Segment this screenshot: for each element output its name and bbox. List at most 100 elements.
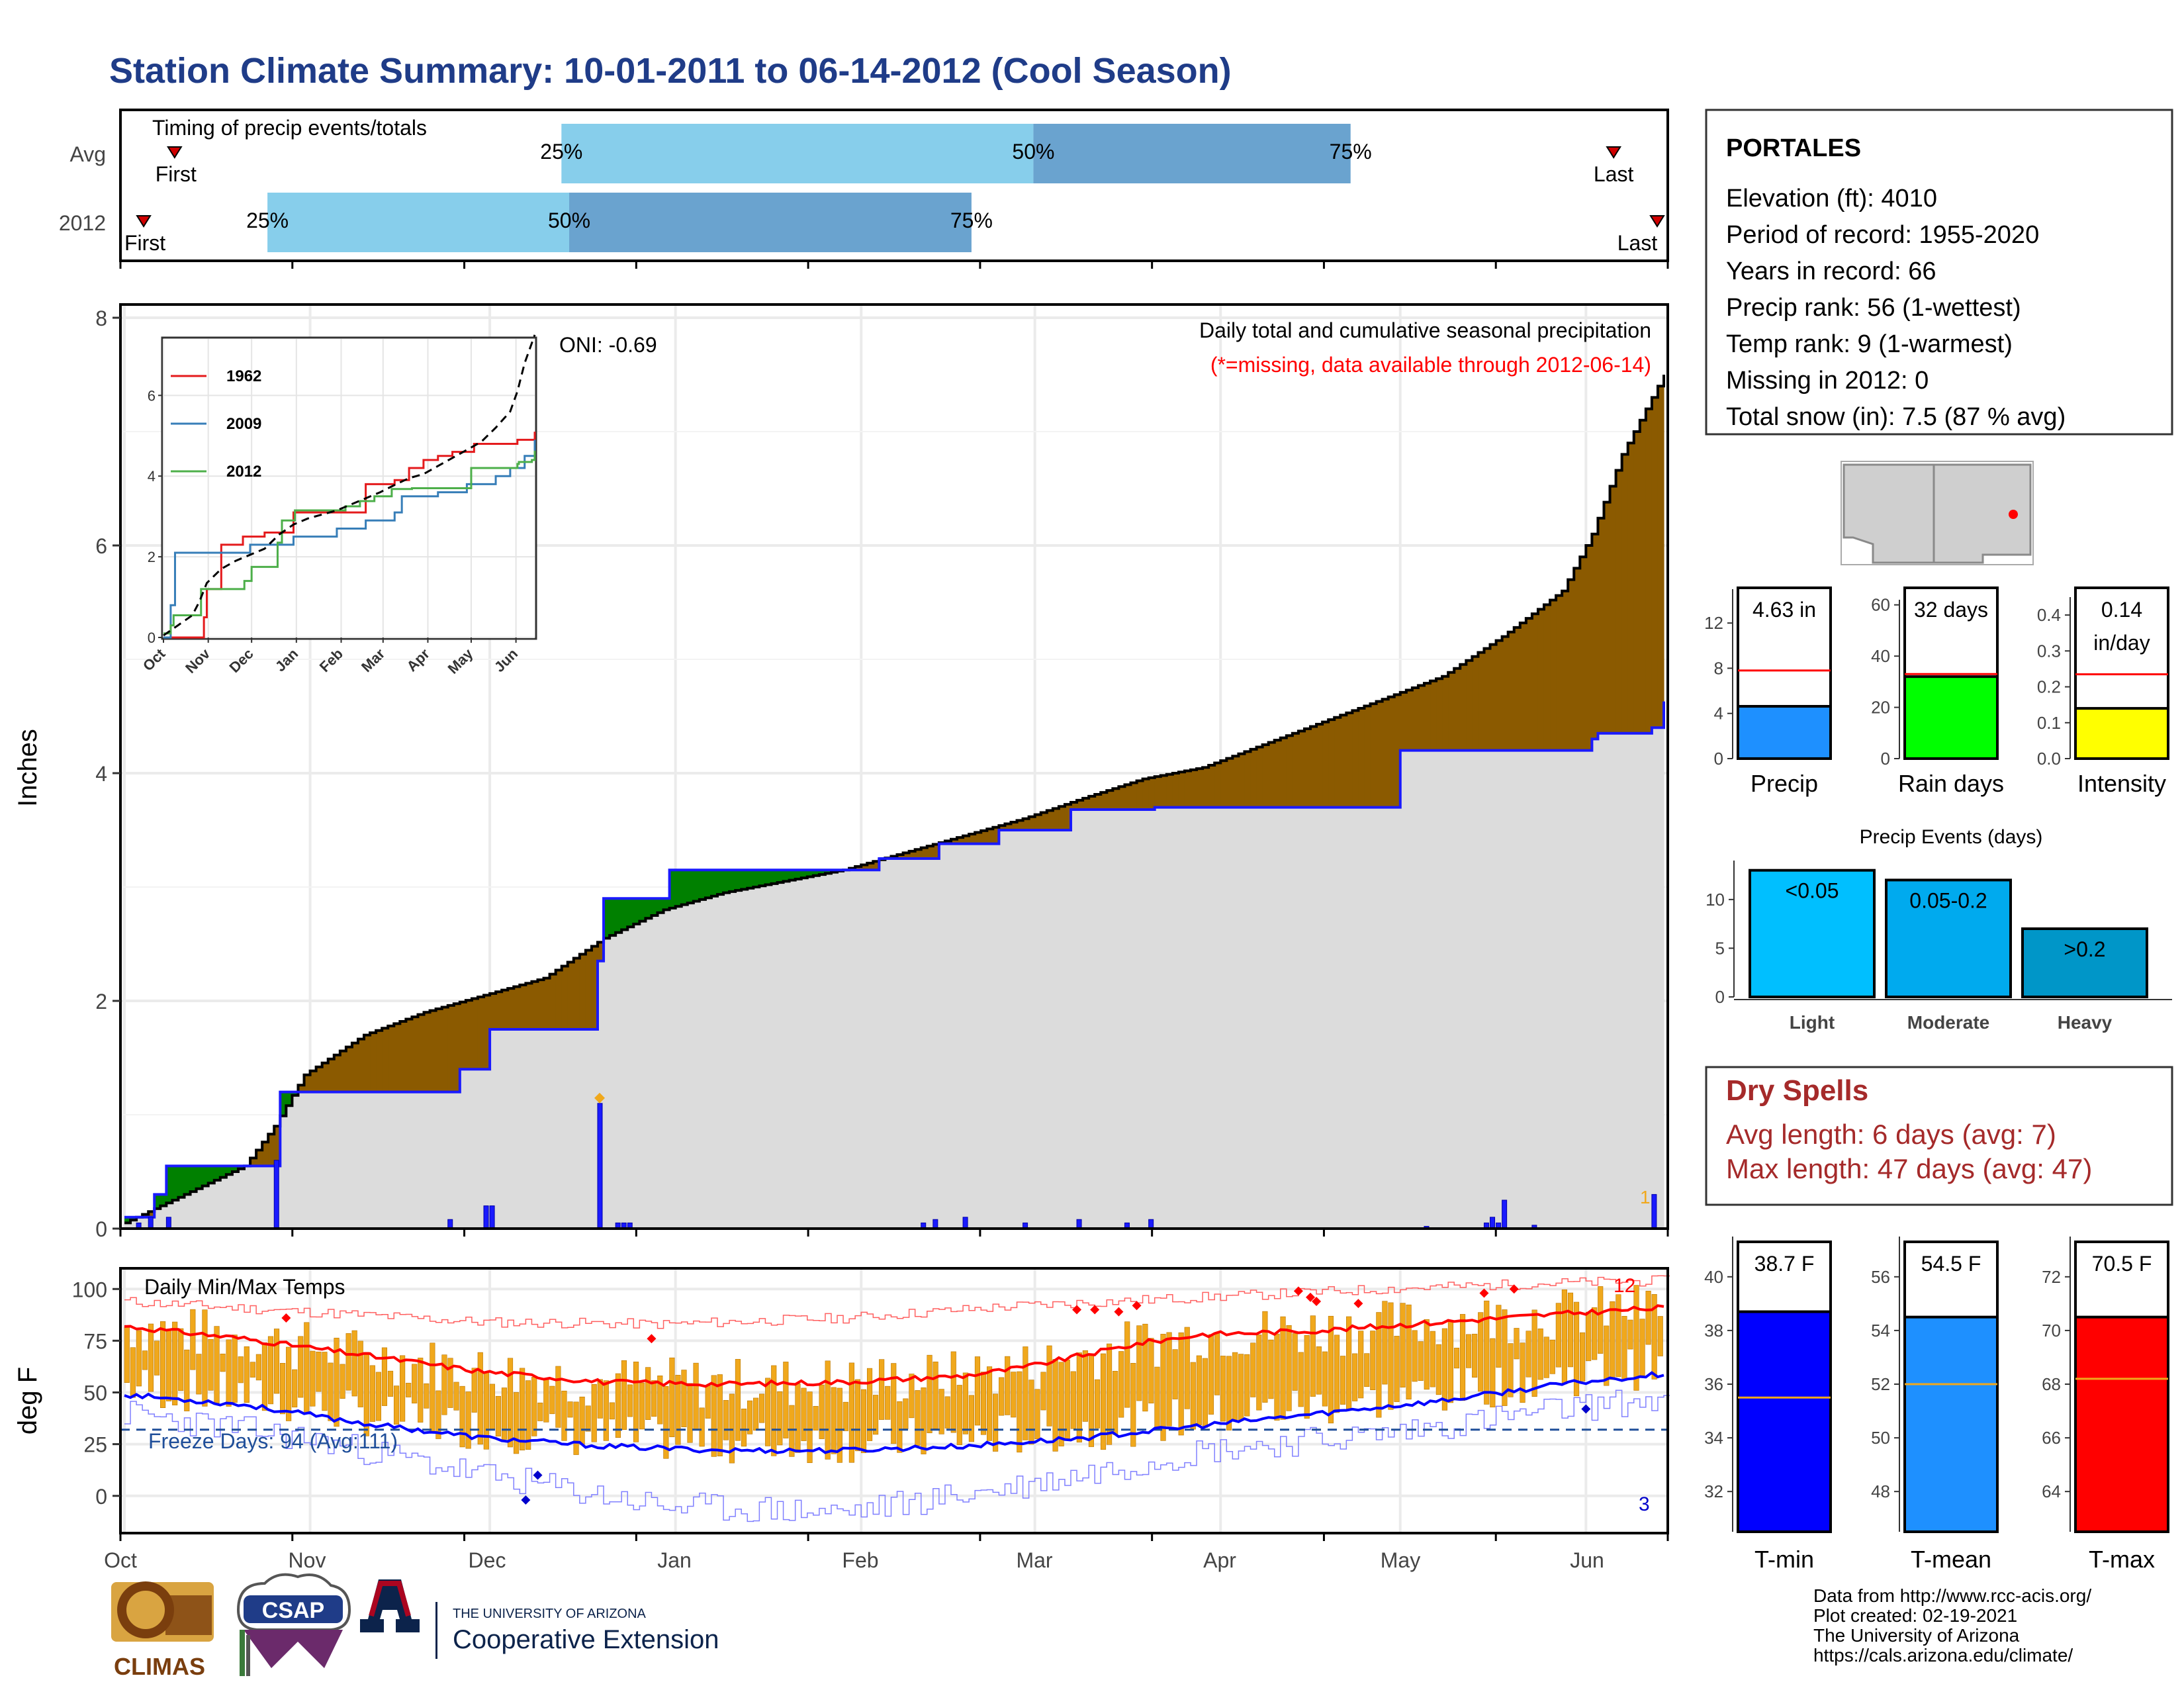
inset-series-2009 [163, 440, 536, 639]
precip-base-column [1508, 750, 1515, 1229]
precip-panel: 0 2 4 6 8 Inches ONI: -0.69 Daily total and … [13, 303, 1669, 1241]
precip-diff-column [735, 870, 742, 891]
precip-diff-column [1058, 806, 1066, 830]
month-label: Jan [657, 1548, 692, 1572]
precip-diff-column [999, 825, 1006, 830]
small-y-tick-label: 60 [1871, 595, 1890, 615]
precip-base-column [1514, 750, 1521, 1229]
precip-diff-column [747, 870, 754, 888]
small-y-tick-label: 0 [1881, 749, 1890, 769]
precip-base-column [514, 1029, 520, 1229]
precip-diff-column [1537, 609, 1545, 751]
daily-precip-bar [1502, 1199, 1508, 1229]
temp-ylabel: deg F [13, 1367, 42, 1434]
small-y-tick-label: 54 [1871, 1321, 1890, 1340]
small-bar-value [1737, 1310, 1832, 1533]
precip-base-column [304, 1092, 311, 1229]
precip-diff-column [208, 1166, 215, 1184]
daily-temp-bar [1172, 1349, 1178, 1399]
small-y-tick-label: 34 [1704, 1428, 1723, 1448]
precip-base-column [1502, 750, 1509, 1229]
precip-base-column [262, 1166, 269, 1229]
daily-temp-bar [477, 1352, 483, 1445]
climas-wordmark: CLIMAS [114, 1653, 205, 1680]
daily-temp-bar [1196, 1355, 1202, 1425]
precip-base-column [921, 859, 928, 1229]
last-label: Last [1594, 162, 1634, 186]
small-y-tick-label: 64 [2042, 1481, 2061, 1501]
precip-diff-column [1352, 710, 1359, 808]
precip-base-column [1250, 807, 1257, 1229]
precip-diff-column [1034, 814, 1042, 830]
precip-diff-column [861, 865, 868, 870]
daily-precip-bar [933, 1219, 938, 1229]
precip-diff-column [705, 870, 712, 898]
daily-temp-bar [1244, 1354, 1250, 1417]
footer-line: https://cals.arizona.edu/climate/ [1813, 1645, 2073, 1665]
small-y-tick-label: 8 [1714, 658, 1723, 678]
precip-diff-column [1184, 771, 1191, 808]
precip-base-column [615, 932, 622, 1229]
precip-base-column [1052, 830, 1060, 1229]
precip-base-column [280, 1115, 287, 1229]
daily-temp-bar [1352, 1353, 1358, 1401]
precip-diff-column [357, 1039, 365, 1092]
precip-base-column [1490, 750, 1497, 1229]
precip-base-column [1412, 750, 1419, 1229]
station-info-line: Period of record: 1955-2020 [1726, 221, 2039, 249]
precip-diff-column [1268, 742, 1275, 808]
precip-base-column [1203, 807, 1209, 1229]
daily-temp-bar [273, 1329, 280, 1394]
daily-temp-bar [1023, 1346, 1028, 1440]
precip-base-column [1154, 807, 1161, 1229]
csap-logo: CSAP [236, 1573, 351, 1676]
precip-base-column [1107, 810, 1113, 1229]
daily-temp-bar [1250, 1342, 1256, 1397]
daily-temp-bar [1400, 1303, 1406, 1387]
precip-diff-column [573, 958, 580, 1029]
precip-diff-column [256, 1150, 263, 1166]
precip-base-column [1400, 750, 1407, 1229]
precip-base-column [969, 843, 976, 1229]
daily-temp-bar [136, 1330, 142, 1387]
daily-temp-bar [220, 1353, 226, 1372]
precip-diff-column [1639, 420, 1647, 733]
daily-temp-bar [435, 1390, 441, 1439]
daily-temp-bar [621, 1360, 627, 1430]
daily-temp-bar [854, 1379, 861, 1452]
small-bar-value [1903, 675, 1999, 760]
precip-diff-column [160, 1194, 167, 1206]
precip-diff-column [1424, 683, 1431, 751]
small-y-tick-label: 72 [2042, 1267, 2061, 1287]
daily-temp-bar [1459, 1314, 1466, 1401]
precip-diff-column [490, 993, 496, 1029]
daily-temp-bar [897, 1401, 903, 1453]
precip-legend-note: (*=missing, data available through 2012-… [1210, 353, 1651, 377]
precip-diff-column [1023, 818, 1030, 830]
precip-diff-column [130, 1217, 137, 1221]
inset-legend-label: 2012 [226, 463, 261, 481]
precip-base-column [1598, 733, 1605, 1229]
precip-diff-column [610, 898, 616, 936]
precip-base-column [357, 1092, 365, 1229]
page-title: Station Climate Summary: 10-01-2011 to 0… [109, 51, 1232, 91]
precip-base-column [843, 870, 850, 1229]
record-high-marker [1479, 1288, 1489, 1298]
daily-temp-bar [753, 1397, 759, 1431]
precip-diff-column [1376, 701, 1383, 808]
precip-base-column [1064, 830, 1071, 1229]
precip-diff-column [351, 1043, 359, 1092]
daily-temp-bar [1657, 1316, 1663, 1356]
precip-base-column [723, 892, 730, 1229]
daily-temp-bar [657, 1375, 663, 1425]
precip-diff-column [1394, 694, 1401, 808]
daily-temp-bar [567, 1401, 573, 1418]
precip-base-column [1364, 807, 1371, 1229]
small-y-tick-label: 40 [1871, 646, 1890, 666]
precip-base-column [1214, 807, 1221, 1229]
daily-temp-bar [807, 1391, 813, 1464]
daily-temp-bar [465, 1391, 471, 1449]
daily-temp-bar [801, 1387, 807, 1441]
temp-y-tick-label: 25 [83, 1433, 107, 1457]
daily-temp-bar [1304, 1335, 1310, 1419]
